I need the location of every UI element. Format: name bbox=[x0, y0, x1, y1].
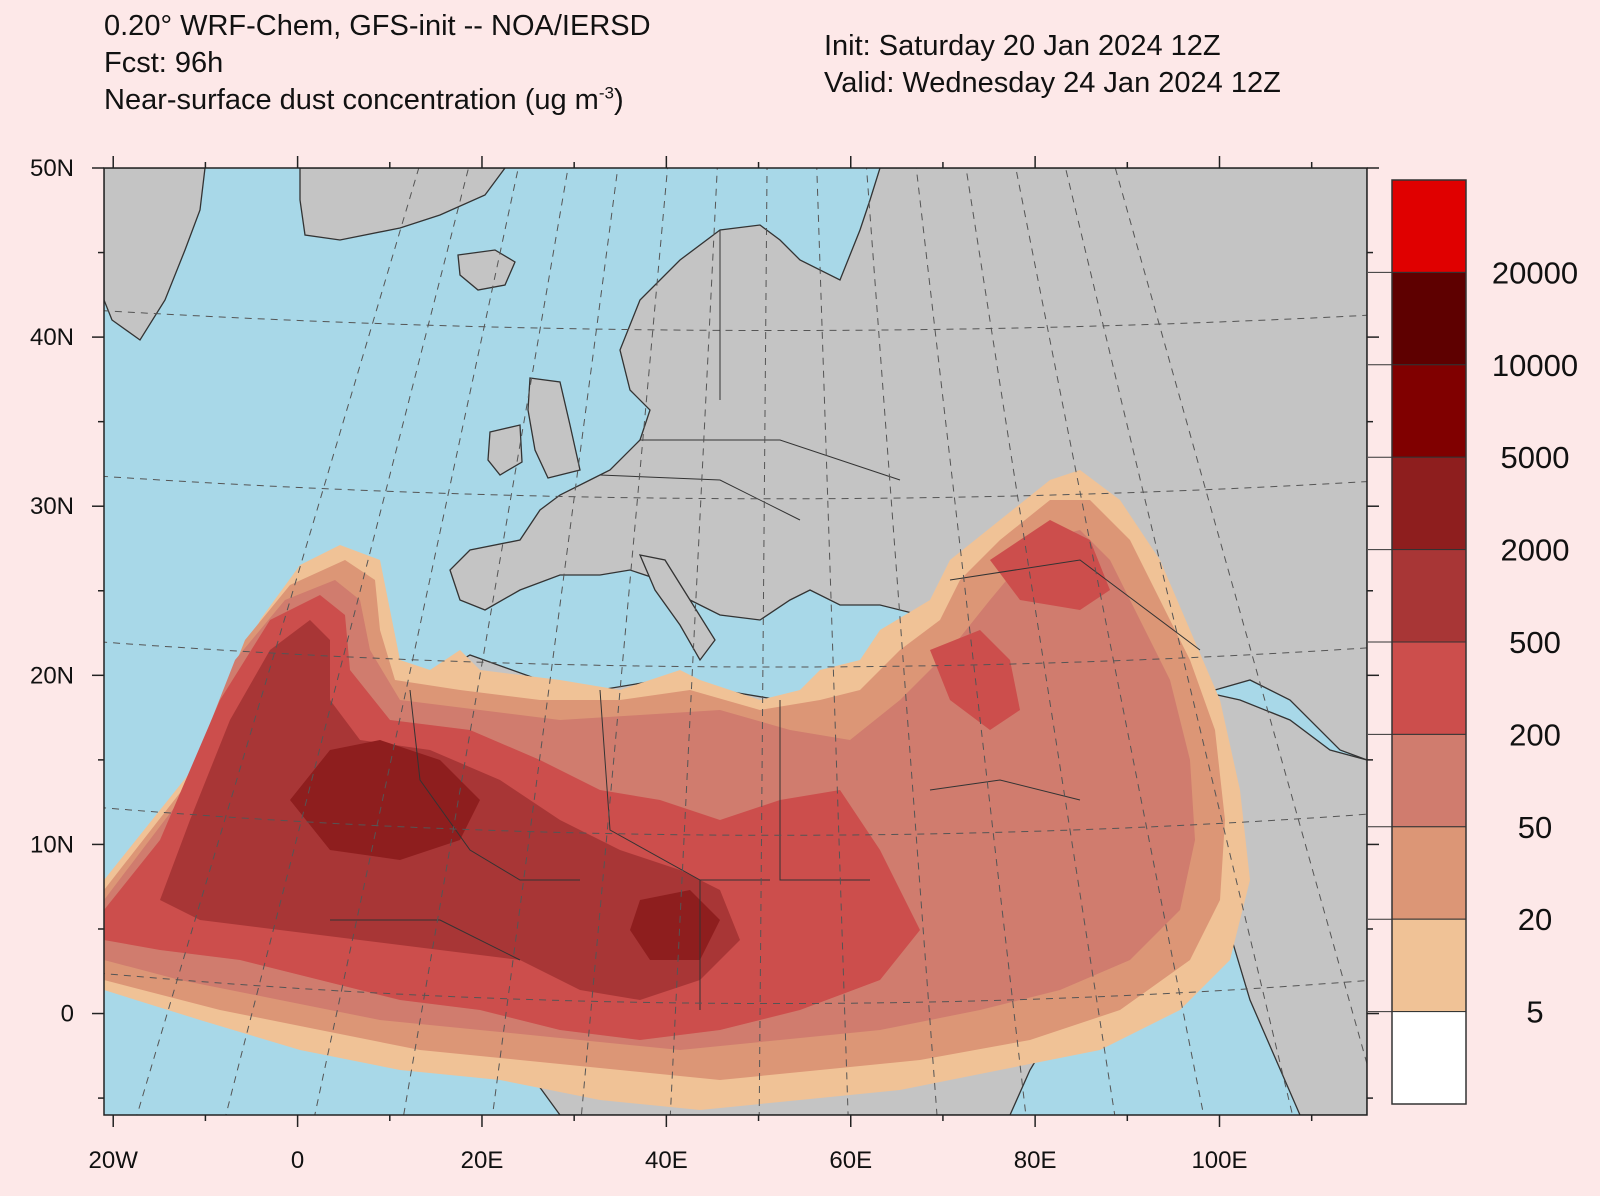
colorbar-segment bbox=[1391, 1011, 1467, 1105]
parallel-line bbox=[104, 475, 1367, 500]
colorbar-label: 200 bbox=[1509, 717, 1561, 752]
dust-patch-chad bbox=[630, 890, 720, 960]
colorbar-label: 10000 bbox=[1492, 348, 1578, 383]
lon-tick-label: 0 bbox=[291, 1147, 304, 1174]
lat-tick-label: 10N bbox=[30, 831, 74, 858]
colorbar-label: 50 bbox=[1518, 810, 1552, 845]
meridian-line bbox=[758, 168, 768, 1115]
meridian-line bbox=[314, 168, 519, 1115]
colorbar-label: 5000 bbox=[1501, 440, 1570, 475]
parallel-line bbox=[104, 807, 1367, 836]
colorbar-segment bbox=[1391, 179, 1467, 273]
lat-tick-label: 40N bbox=[30, 324, 74, 351]
lat-tick-label: 0 bbox=[61, 1001, 74, 1028]
colorbar-segment bbox=[1391, 733, 1467, 828]
ireland-land bbox=[487, 424, 523, 476]
dust-band-2000-5000 bbox=[290, 740, 480, 860]
meridian-line bbox=[1114, 168, 1367, 1066]
init-time: Init: Saturday 20 Jan 2024 12Z bbox=[824, 30, 1221, 62]
britain-land bbox=[527, 377, 581, 479]
map-header-left: 0.20° WRF-Chem, GFS-init -- NOA/IERSD Fc… bbox=[104, 8, 651, 119]
axis-ticks bbox=[92, 156, 1379, 1127]
italy-land bbox=[638, 554, 716, 662]
colorbar-segment bbox=[1391, 918, 1467, 1013]
iceland-island bbox=[457, 249, 516, 291]
meridian-line bbox=[816, 168, 849, 1115]
lon-tick-label: 20W bbox=[89, 1147, 139, 1174]
lon-tick-label: 100E bbox=[1191, 1147, 1247, 1174]
meridian-line bbox=[136, 168, 420, 1115]
lat-tick-labels: 50N 40N 30N 20N 10N 0 bbox=[30, 155, 74, 1028]
lat-tick-label: 50N bbox=[30, 155, 74, 182]
field-name: Near-surface dust concentration (ug m-3) bbox=[104, 83, 624, 116]
meridian-line bbox=[866, 168, 938, 1115]
parallel-line bbox=[0, 88, 1600, 163]
colorbar-segment bbox=[1391, 826, 1467, 920]
parallel-line bbox=[104, 973, 1367, 1005]
valid-time: Valid: Wednesday 24 Jan 2024 12Z bbox=[824, 67, 1281, 99]
forecast-hour: Fcst: 96h bbox=[104, 47, 224, 79]
meridian-line bbox=[915, 168, 1027, 1115]
lon-tick-labels: 20W 0 20E 40E 60E 80E 100E bbox=[89, 1147, 1248, 1174]
greenland-land bbox=[104, 168, 206, 341]
colorbar-segment bbox=[1391, 364, 1467, 458]
colorbar-label: 20000 bbox=[1492, 255, 1578, 290]
map-header-right: Init: Saturday 20 Jan 2024 12Z Valid: We… bbox=[824, 28, 1281, 102]
lon-tick-label: 20E bbox=[461, 1147, 504, 1174]
meridian-line bbox=[492, 168, 619, 1115]
meridian-line bbox=[225, 168, 470, 1115]
colorbar-labels: 20000 10000 5000 2000 500 200 50 20 5 bbox=[1492, 255, 1578, 1029]
colorbar-label: 5 bbox=[1526, 995, 1543, 1030]
colorbar-label: 500 bbox=[1509, 625, 1561, 660]
colorbar bbox=[1368, 179, 1467, 1105]
parallel-line bbox=[104, 641, 1367, 668]
model-title: 0.20° WRF-Chem, GFS-init -- NOA/IERSD bbox=[104, 10, 651, 42]
dust-patch-arabia bbox=[930, 630, 1020, 730]
map-frame bbox=[103, 167, 1368, 1116]
colorbar-segment bbox=[1391, 549, 1467, 643]
colorbar-segment bbox=[1391, 456, 1467, 551]
colorbar-segment bbox=[1391, 271, 1467, 366]
meridian-line bbox=[580, 168, 669, 1115]
meridian-line bbox=[1065, 168, 1294, 1115]
lon-tick-label: 40E bbox=[645, 1147, 688, 1174]
colorbar-label: 20 bbox=[1518, 902, 1552, 937]
iceland-land bbox=[299, 168, 506, 241]
lat-tick-label: 30N bbox=[30, 493, 74, 520]
colorbar-segment bbox=[1391, 641, 1467, 735]
meridian-line bbox=[1015, 168, 1205, 1115]
meridian-line bbox=[669, 168, 718, 1115]
lon-tick-label: 60E bbox=[829, 1147, 872, 1174]
colorbar-label: 2000 bbox=[1501, 533, 1570, 568]
lat-tick-label: 20N bbox=[30, 662, 74, 689]
lon-tick-label: 80E bbox=[1014, 1147, 1057, 1174]
